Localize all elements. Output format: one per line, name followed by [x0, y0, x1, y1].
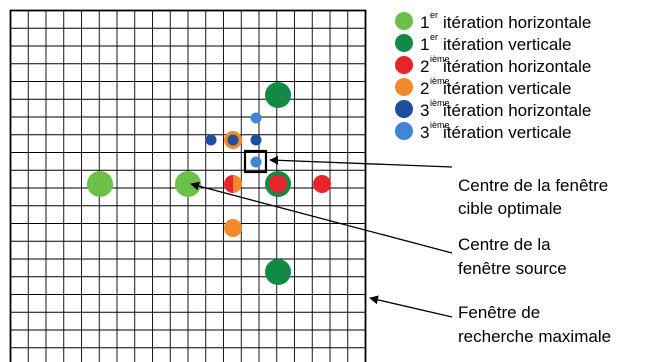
optimal-target-arrow — [269, 155, 453, 168]
iter1-vertical-point — [265, 82, 291, 108]
legend-number: 3 — [420, 123, 429, 142]
max-search-label-line2: recherche maximale — [458, 327, 611, 346]
legend-marker-iter1-horizontal — [395, 12, 413, 30]
max-search-label-line1: Fenêtre de — [458, 303, 540, 322]
search-grid — [9, 9, 367, 362]
iter2-horizontal-point — [269, 175, 287, 193]
legend-marker-iter3-vertical — [395, 122, 413, 140]
legend-number: 2 — [420, 79, 429, 98]
annotation-optimal-target: Centre de la fenêtre cible optimale — [269, 155, 608, 218]
source-center-label-line2: fenêtre source — [458, 259, 567, 278]
source-center-arrow — [190, 181, 453, 254]
optimal-target-box — [243, 149, 268, 174]
iter2-vertical-half-point — [233, 175, 242, 193]
optimal-target-label-line2: cible optimale — [458, 199, 562, 218]
source-center-label-line1: Centre de la — [458, 235, 551, 254]
optimal-target-label-line1: Centre de la fenêtre — [458, 176, 608, 195]
iter2-vertical-point — [224, 219, 242, 237]
legend-number: 2 — [420, 57, 429, 76]
iter1-vertical-point — [265, 259, 291, 285]
legend-marker-iter3-horizontal — [395, 100, 413, 118]
legend-label: itération horizontale — [443, 101, 591, 120]
max-search-arrow — [369, 295, 453, 318]
legend-label: itération horizontale — [443, 57, 591, 76]
iter2-horizontal-half-point — [224, 175, 233, 193]
iter3-vertical-point — [250, 156, 262, 168]
iter3-horizontal-point — [205, 134, 217, 146]
iter3-horizontal-point — [250, 134, 262, 146]
max-search-window-border — [9, 9, 367, 362]
legend-marker-iter1-vertical — [395, 34, 413, 52]
legend-number: 3 — [420, 101, 429, 120]
iteration-points — [87, 82, 331, 285]
legend-label: itération verticale — [443, 35, 572, 54]
legend-label: itération horizontale — [443, 13, 591, 32]
iter1-horizontal-point — [87, 171, 113, 197]
legend-number: 1 — [420, 13, 429, 32]
iter1-horizontal-point — [175, 171, 201, 197]
legend-marker-iter2-horizontal — [395, 56, 413, 74]
legend-superscript: er — [430, 32, 438, 42]
legend-superscript: ième — [430, 120, 450, 130]
legend-superscript: er — [430, 10, 438, 20]
iter2-horizontal-point — [313, 175, 331, 193]
legend-number: 1 — [420, 35, 429, 54]
legend-marker-iter2-vertical — [395, 78, 413, 96]
legend-superscript: ième — [430, 76, 450, 86]
legend-label: itération verticale — [443, 123, 572, 142]
legend-superscript: ième — [430, 98, 450, 108]
annotation-max-search: Fenêtre de recherche maximale — [369, 295, 611, 346]
legend-superscript: ième — [430, 54, 450, 64]
iter3-vertical-point — [250, 112, 262, 124]
iter3-horizontal-point — [227, 134, 239, 146]
annotation-source-center: Centre de la fenêtre source — [190, 181, 567, 278]
legend-label: itération verticale — [443, 79, 572, 98]
